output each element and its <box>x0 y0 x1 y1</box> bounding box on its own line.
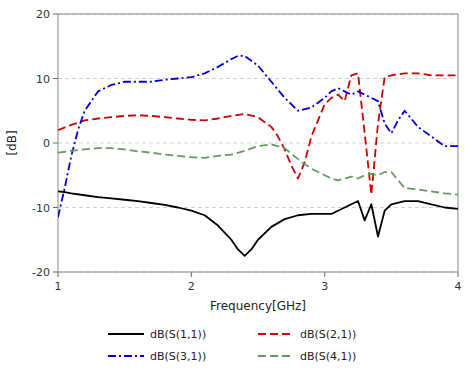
grid-line <box>58 78 458 79</box>
legend-label: dB(S(4,1)) <box>300 350 356 363</box>
tick <box>58 272 59 277</box>
tick-label: 3 <box>321 280 328 293</box>
tick <box>458 272 459 277</box>
tick <box>53 14 58 15</box>
legend-swatch <box>258 333 294 335</box>
series-line <box>58 56 458 217</box>
tick-label: 0 <box>43 137 50 150</box>
grid-line <box>58 143 458 144</box>
tick <box>53 78 58 79</box>
plot-area <box>58 56 458 256</box>
legend: dB(S(1,1)) dB(S(2,1)) dB(S(3,1)) dB(S(4,1)) <box>108 328 356 363</box>
tick-label: 20 <box>36 8 50 21</box>
chart: -20 -10 0 10 20 1 2 3 4 Frequency[GHz] [dB] dB(S(1,… <box>0 0 474 390</box>
series-line <box>58 73 458 194</box>
plot-frame <box>58 14 458 272</box>
background <box>0 0 474 390</box>
tick-label: 10 <box>36 73 50 86</box>
tick-label: 2 <box>188 280 195 293</box>
tick-label: 1 <box>55 280 62 293</box>
legend-label: dB(S(1,1)) <box>150 328 206 341</box>
tick-label: -20 <box>32 266 50 279</box>
tick-label: 4 <box>455 280 462 293</box>
legend-label: dB(S(3,1)) <box>150 350 206 363</box>
legend-label: dB(S(2,1)) <box>300 328 356 341</box>
series-line <box>58 191 458 256</box>
legend-swatch <box>108 355 144 357</box>
legend-swatch <box>258 355 294 357</box>
tick <box>191 272 192 277</box>
legend-swatch <box>108 333 144 335</box>
tick <box>324 272 325 277</box>
tick <box>53 143 58 144</box>
y-axis-label: [dB] <box>5 130 19 155</box>
tick <box>53 207 58 208</box>
grid-line <box>58 207 458 208</box>
tick <box>53 272 58 273</box>
tick-label: -10 <box>32 202 50 215</box>
x-axis-label: Frequency[GHz] <box>210 299 306 313</box>
series-line <box>58 144 458 194</box>
